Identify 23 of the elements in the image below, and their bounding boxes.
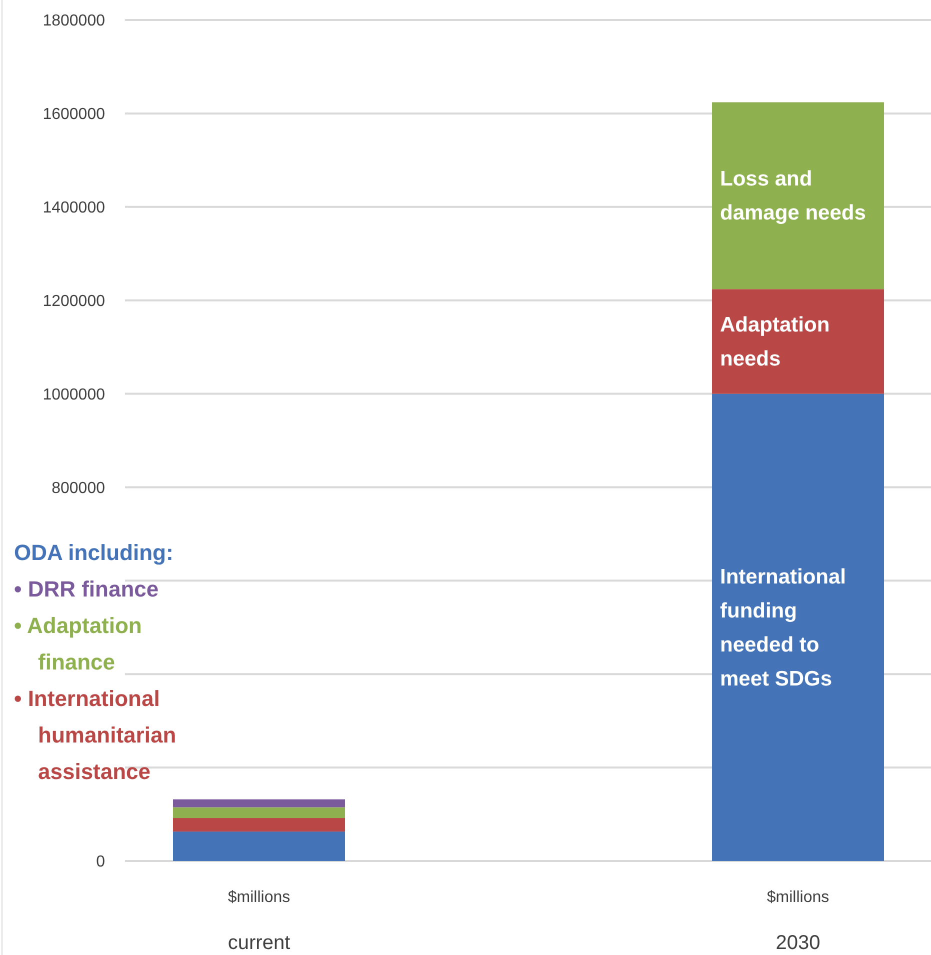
- bar: [173, 832, 345, 861]
- y-tick-label: 1000000: [42, 386, 106, 404]
- category-label: $millions 2030: [766, 889, 830, 954]
- y-tick-label: 1200000: [42, 292, 106, 310]
- bar: [712, 102, 884, 290]
- bar: [173, 818, 345, 832]
- bar: [173, 807, 345, 818]
- annotation: • International humanitarian assistance: [14, 686, 176, 784]
- bar: [712, 394, 884, 861]
- bar: [173, 799, 345, 808]
- annotation: ODA including:: [14, 540, 174, 565]
- annotation: Adaptation needs: [720, 313, 830, 370]
- annotation: • Adaptation finance: [14, 613, 142, 674]
- annotation: International funding needed to meet SDGs: [720, 565, 846, 690]
- bar: [712, 289, 884, 394]
- y-tick-label: 1400000: [42, 199, 106, 216]
- y-tick-label: 1600000: [42, 106, 106, 124]
- annotation: • DRR finance: [14, 576, 159, 602]
- y-tick-label: 800000: [52, 480, 106, 497]
- y-tick-label: 0: [96, 854, 106, 871]
- annotation: Loss and damage needs: [720, 168, 866, 225]
- category-label: $millions current: [228, 889, 290, 954]
- y-tick-label: 1800000: [42, 12, 106, 30]
